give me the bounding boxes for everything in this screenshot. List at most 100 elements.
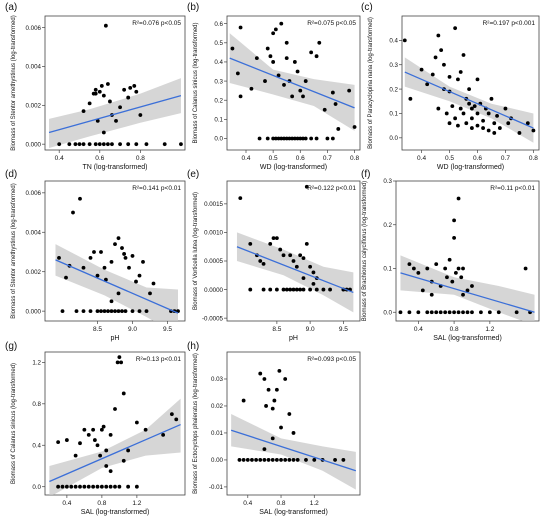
data-point: [261, 261, 266, 266]
data-point: [408, 96, 413, 101]
data-point: [487, 310, 492, 315]
data-point: [281, 253, 286, 258]
data-point: [312, 458, 317, 462]
data-point: [119, 360, 124, 365]
data-point: [161, 432, 166, 437]
data-point: [118, 105, 122, 110]
data-point: [416, 310, 421, 315]
data-point: [317, 40, 322, 45]
y-tick-label: 0.000: [26, 308, 42, 315]
data-point: [506, 121, 511, 126]
data-point: [104, 484, 109, 489]
data-point: [291, 259, 296, 263]
data-point: [123, 256, 128, 260]
data-point: [456, 123, 460, 128]
data-point: [304, 458, 308, 462]
data-point: [143, 427, 148, 432]
y-tick-label: 0.2: [214, 97, 223, 104]
data-point: [104, 277, 108, 282]
x-tick-label: 0.4: [417, 155, 426, 162]
data-point: [130, 254, 135, 258]
data-point: [105, 142, 110, 147]
data-point: [144, 309, 149, 314]
data-point: [71, 210, 75, 215]
data-point: [266, 387, 271, 392]
data-point: [525, 121, 530, 126]
panel-letter: (e): [187, 169, 199, 180]
data-point: [278, 247, 283, 252]
data-point: [314, 136, 319, 141]
x-axis-label: pH: [111, 335, 120, 342]
y-axis-label: Biomass of Calanus sinicus (log-transfor…: [193, 22, 199, 143]
data-point: [86, 484, 91, 489]
data-point: [433, 55, 438, 60]
data-point: [290, 136, 295, 141]
data-point: [126, 448, 131, 453]
stat-annotation: R²=0.075 p<0.05: [307, 20, 356, 27]
data-point: [99, 84, 104, 88]
data-point: [475, 123, 480, 128]
data-point: [64, 484, 69, 489]
data-point: [284, 287, 289, 292]
data-point: [425, 82, 430, 87]
data-point: [93, 142, 98, 147]
y-axis-label: Biomass of Ectocyclops phaleratus (log-t…: [193, 353, 199, 494]
y-tick-label: 0.1: [383, 266, 392, 273]
data-point: [266, 458, 271, 462]
data-point: [82, 427, 87, 432]
data-point: [333, 458, 337, 462]
y-axis-label: Biomass of Calanus sinicus (log-transfor…: [11, 363, 17, 484]
data-point: [95, 484, 100, 489]
data-point: [425, 266, 430, 271]
y-axis-label: Biomass of Brachionus calyciflorus (log-…: [362, 181, 368, 321]
data-point: [248, 287, 253, 292]
data-point: [517, 131, 522, 135]
data-point: [291, 287, 296, 292]
data-point: [108, 469, 113, 474]
data-point: [475, 111, 480, 116]
data-point: [295, 136, 300, 141]
panel-letter: (f): [361, 169, 370, 180]
data-point: [419, 67, 424, 72]
data-point: [274, 287, 279, 292]
y-tick-label: 0.004: [26, 229, 42, 236]
data-point: [120, 309, 124, 314]
data-point: [109, 309, 114, 314]
data-point: [241, 458, 246, 462]
x-tick-label: 9.0: [306, 326, 315, 333]
data-point: [117, 355, 122, 360]
x-axis-label: WD (log-transformed): [437, 164, 504, 171]
data-point: [458, 106, 463, 111]
data-point: [294, 287, 299, 292]
data-point: [271, 31, 276, 36]
data-point: [101, 93, 106, 98]
y-tick-label: 0.01: [211, 430, 224, 437]
data-point: [262, 458, 267, 462]
data-point: [279, 21, 284, 26]
data-point: [450, 279, 455, 284]
regression-line: [55, 259, 179, 314]
data-point: [287, 458, 292, 462]
data-point: [352, 125, 357, 129]
data-point: [91, 427, 96, 432]
data-point: [281, 287, 286, 292]
data-point: [93, 87, 98, 92]
data-point: [287, 136, 292, 141]
data-point: [291, 458, 296, 462]
data-point: [276, 136, 281, 141]
data-point: [99, 484, 104, 489]
data-point: [298, 136, 303, 141]
data-point: [254, 56, 259, 61]
data-point: [268, 241, 273, 246]
data-point: [128, 85, 133, 90]
y-tick-label: 0.006: [26, 25, 42, 32]
data-point: [122, 87, 127, 92]
data-point: [328, 287, 332, 292]
data-point: [134, 89, 139, 94]
data-point: [304, 184, 309, 189]
data-point: [461, 111, 466, 116]
data-point: [109, 299, 114, 304]
y-tick-label: 0.0: [214, 136, 223, 143]
y-tick-label: 0.0015: [204, 201, 223, 208]
data-point: [102, 265, 107, 270]
